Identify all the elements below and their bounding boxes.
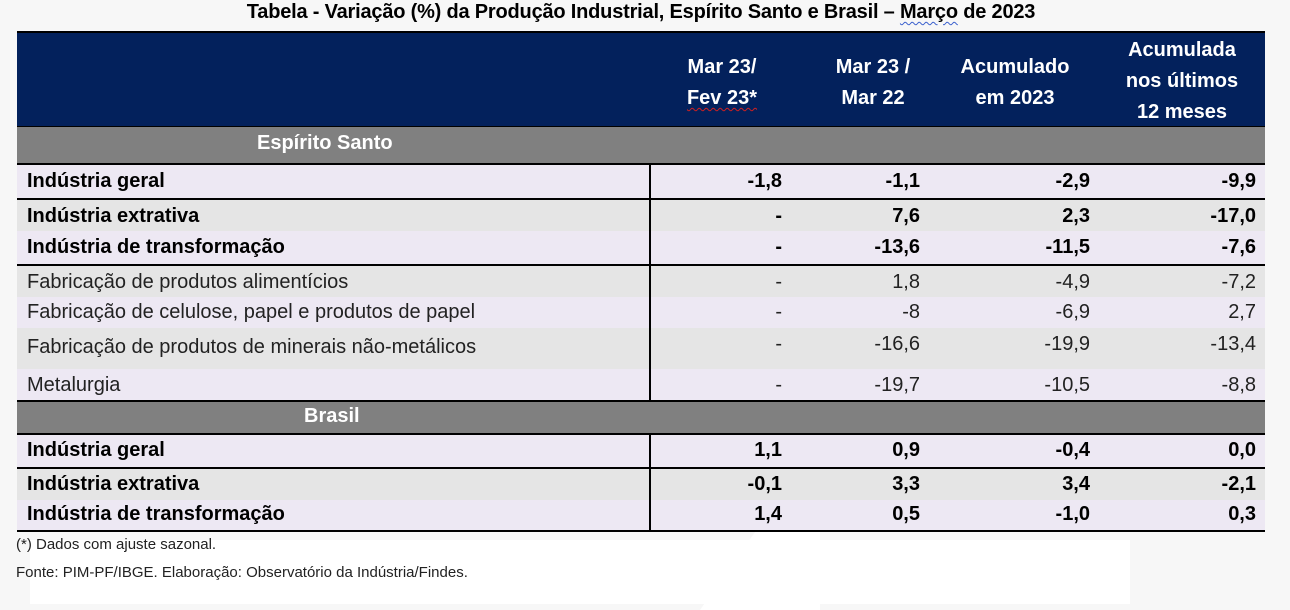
source-note: Fonte: PIM-PF/IBGE. Elaboração: Observat… [16, 564, 468, 581]
row-label: Indústria extrativa [27, 473, 200, 495]
table-row: Indústria geral 1,1 0,9 -0,4 0,0 [17, 435, 1265, 467]
column-header-acumulada-12-meses: Acumulada nos últimos 12 meses [1102, 35, 1262, 128]
column-divider [649, 434, 651, 531]
table-row: Indústria extrativa - 7,6 2,3 -17,0 [17, 200, 1265, 231]
cell-value: -11,5 [1045, 236, 1090, 258]
table-row: Fabricação de celulose, papel e produtos… [17, 297, 1265, 328]
column-header-mar23-fev23: Mar 23/ Fev 23* [657, 52, 787, 114]
cell-value: 2,3 [1062, 205, 1090, 227]
divider [17, 198, 1265, 200]
cell-value: -13,4 [1210, 333, 1256, 355]
divider [17, 400, 1265, 402]
divider [17, 433, 1265, 435]
table-row: Indústria extrativa -0,1 3,3 3,4 -2,1 [17, 469, 1265, 500]
header-line: Mar 22 [841, 87, 905, 109]
row-label: Indústria de transformação [27, 503, 285, 525]
cell-value: -2,9 [1055, 170, 1090, 192]
column-divider [649, 164, 651, 401]
row-label: Indústria geral [27, 170, 165, 192]
row-label: Indústria de transformação [27, 236, 285, 258]
column-header-acumulado-2023: Acumulado em 2023 [945, 52, 1085, 114]
divider [17, 264, 1265, 266]
table-row: Indústria geral -1,8 -1,1 -2,9 -9,9 [17, 165, 1265, 198]
header-line: nos últimos [1125, 70, 1239, 92]
table-row: Indústria de transformação 1,4 0,5 -1,0 … [17, 500, 1265, 531]
cell-value: -17,0 [1210, 205, 1256, 227]
cell-value: 1,4 [754, 503, 782, 525]
title-suffix: de 2023 [957, 1, 1036, 23]
cell-value: - [775, 236, 782, 258]
cell-value: -8 [902, 301, 920, 323]
divider [17, 163, 1265, 165]
row-label: Indústria geral [27, 439, 165, 461]
row-label: Fabricação de celulose, papel e produtos… [27, 301, 476, 323]
cell-value: - [775, 301, 782, 323]
background-shape [30, 540, 1130, 604]
cell-value: - [775, 205, 782, 227]
row-label: Fabricação de produtos de minerais não-m… [27, 336, 477, 358]
row-label: Metalurgia [27, 374, 121, 396]
cell-value: 7,6 [892, 205, 920, 227]
divider [17, 467, 1265, 469]
cell-value: -4,9 [1055, 271, 1090, 293]
cell-value: 0,0 [1228, 439, 1256, 461]
section-band-espirito-santo: Espírito Santo [17, 127, 1265, 163]
cell-value: -2,1 [1221, 473, 1256, 495]
section-title: Brasil [304, 405, 360, 427]
header-line: Mar 23/ [687, 56, 757, 78]
cell-value: -16,6 [874, 333, 920, 355]
cell-value: -10,5 [1044, 374, 1090, 396]
cell-value: 3,4 [1062, 473, 1090, 495]
cell-value: -7,2 [1221, 271, 1256, 293]
header-line: em 2023 [975, 87, 1055, 109]
cell-value: 1,1 [754, 439, 782, 461]
header-line: Acumulada [1128, 39, 1236, 61]
header-line: Acumulado [960, 56, 1070, 78]
table-header: Mar 23/ Fev 23* Mar 23 / Mar 22 Acumulad… [17, 31, 1265, 126]
cell-value: - [775, 271, 782, 293]
cell-value: -7,6 [1221, 236, 1256, 258]
cell-value: -1,8 [747, 170, 782, 192]
cell-value: - [775, 374, 782, 396]
cell-value: -19,7 [874, 374, 920, 396]
cell-value: - [775, 333, 782, 355]
cell-value: -19,9 [1044, 333, 1090, 355]
cell-value: 3,3 [892, 473, 920, 495]
table-row: Fabricação de produtos de minerais não-m… [17, 328, 1265, 369]
cell-value: -0,4 [1055, 439, 1090, 461]
divider [17, 530, 1265, 532]
cell-value: 1,8 [892, 271, 920, 293]
cell-value: -0,1 [747, 473, 782, 495]
section-band-brasil: Brasil [17, 402, 1265, 433]
cell-value: -13,6 [874, 236, 920, 258]
table-row: Fabricação de produtos alimentícios - 1,… [17, 266, 1265, 297]
header-line: Fev 23* [686, 87, 758, 109]
table-title: Tabela - Variação (%) da Produção Indust… [0, 1, 1282, 24]
header-line: Mar 23 / [835, 56, 911, 78]
section-title: Espírito Santo [257, 132, 393, 154]
cell-value: -8,8 [1221, 374, 1256, 396]
cell-value: 0,5 [892, 503, 920, 525]
table-row: Metalurgia - -19,7 -10,5 -8,8 [17, 369, 1265, 400]
cell-value: 2,7 [1228, 301, 1256, 323]
column-header-mar23-mar22: Mar 23 / Mar 22 [802, 52, 944, 114]
row-label: Indústria extrativa [27, 205, 200, 227]
cell-value: -6,9 [1055, 301, 1090, 323]
row-label: Fabricação de produtos alimentícios [27, 271, 349, 293]
table-row: Indústria de transformação - -13,6 -11,5… [17, 231, 1265, 264]
header-line: 12 meses [1136, 101, 1228, 123]
footnote: (*) Dados com ajuste sazonal. [16, 536, 217, 553]
cell-value: 0,3 [1228, 503, 1256, 525]
cell-value: -1,0 [1055, 503, 1090, 525]
title-month: Março [899, 1, 958, 23]
cell-value: -9,9 [1221, 170, 1256, 192]
cell-value: -1,1 [885, 170, 920, 192]
cell-value: 0,9 [892, 439, 920, 461]
title-prefix: Tabela - Variação (%) da Produção Indust… [246, 1, 900, 23]
